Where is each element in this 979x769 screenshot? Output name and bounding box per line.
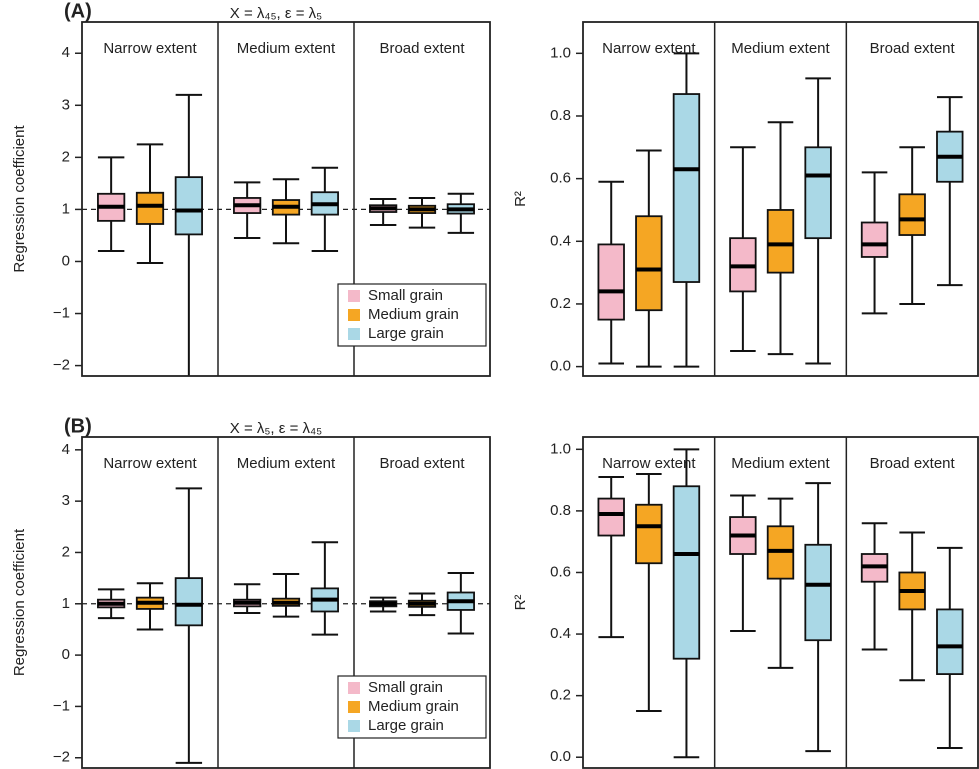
plot-area [82,93,490,376]
y-tick-label: 0.6 [550,170,571,187]
y-tick-label: 0.0 [550,358,571,375]
plot-area [82,487,490,764]
region-label: Narrow extent [103,455,197,472]
panel-label: (B) [64,415,92,437]
y-tick-label: −2 [53,357,70,374]
box [135,191,165,225]
panel-subtitle: X = λ₄₅, ε = λ₅ [230,5,322,22]
y-axis-label: R² [512,191,529,207]
box [174,176,203,236]
legend-label: Small grain [368,679,443,696]
legend-swatch [348,309,360,321]
y-tick-label: 2 [62,148,70,165]
y-tick-label: 1 [62,200,70,217]
box [936,608,964,675]
plot-frame [582,436,979,769]
y-tick-label: 0 [62,646,70,663]
legend-swatch [348,290,360,302]
region-label: Medium extent [731,40,830,57]
box [635,503,663,565]
box [174,577,203,627]
y-tick-label: 0.2 [550,687,571,704]
legend-swatch [348,328,360,340]
y-tick-label: 0 [62,252,70,269]
legend-label: Large grain [368,717,444,734]
legend-swatch [348,701,360,713]
y-tick-label: 0.8 [550,502,571,519]
y-tick-label: 3 [62,96,70,113]
box [860,221,889,258]
region-label: Medium extent [237,40,336,57]
legend-label: Medium grain [368,698,459,715]
box [804,543,832,642]
region-label: Medium extent [237,455,336,472]
region-label: Narrow extent [103,40,197,57]
box [672,93,701,283]
legend-label: Small grain [368,287,443,304]
box [635,215,663,312]
panel-label: (A) [64,0,92,22]
region-label: Narrow extent [602,455,696,472]
legend-label: Large grain [368,325,444,342]
legend-swatch [348,720,360,732]
legend-box [337,675,487,739]
region-label: Broad extent [870,40,956,57]
y-tick-label: 0.0 [550,748,571,765]
region-label: Broad extent [379,455,465,472]
y-tick-label: −1 [53,697,70,714]
y-axis-label: Regression coefficient [11,528,28,676]
legend-swatch [348,682,360,694]
box [898,193,926,236]
box [597,497,625,537]
y-tick-label: −2 [53,749,70,766]
y-tick-label: 0.4 [550,232,571,249]
legend-box [337,283,487,347]
y-axis-label: R² [512,595,529,611]
y-tick-label: 3 [62,492,70,509]
plot-area [597,52,964,368]
y-axis-label: Regression coefficient [11,125,28,273]
region-label: Broad extent [870,455,956,472]
y-tick-label: 4 [62,44,70,61]
y-tick-label: −1 [53,304,70,321]
box [597,243,625,321]
y-tick-label: 0.8 [550,107,571,124]
box [766,209,795,274]
legend-label: Medium grain [368,306,459,323]
y-tick-label: 0.6 [550,563,571,580]
region-label: Broad extent [379,40,465,57]
plot-frame [582,21,979,377]
plot-frame [81,436,491,769]
y-tick-label: 1.0 [550,44,571,61]
y-tick-label: 4 [62,441,70,458]
region-label: Narrow extent [602,40,696,57]
box [804,146,832,240]
region-label: Medium extent [731,455,830,472]
y-tick-label: 0.2 [550,295,571,312]
plot-area [597,448,964,759]
box [672,485,701,660]
panel-subtitle: X = λ₅, ε = λ₄₅ [230,420,322,437]
y-tick-label: 2 [62,543,70,560]
y-tick-label: 1.0 [550,440,571,457]
plot-frame [81,21,491,377]
y-tick-label: 0.4 [550,625,571,642]
y-tick-label: 1 [62,595,70,612]
